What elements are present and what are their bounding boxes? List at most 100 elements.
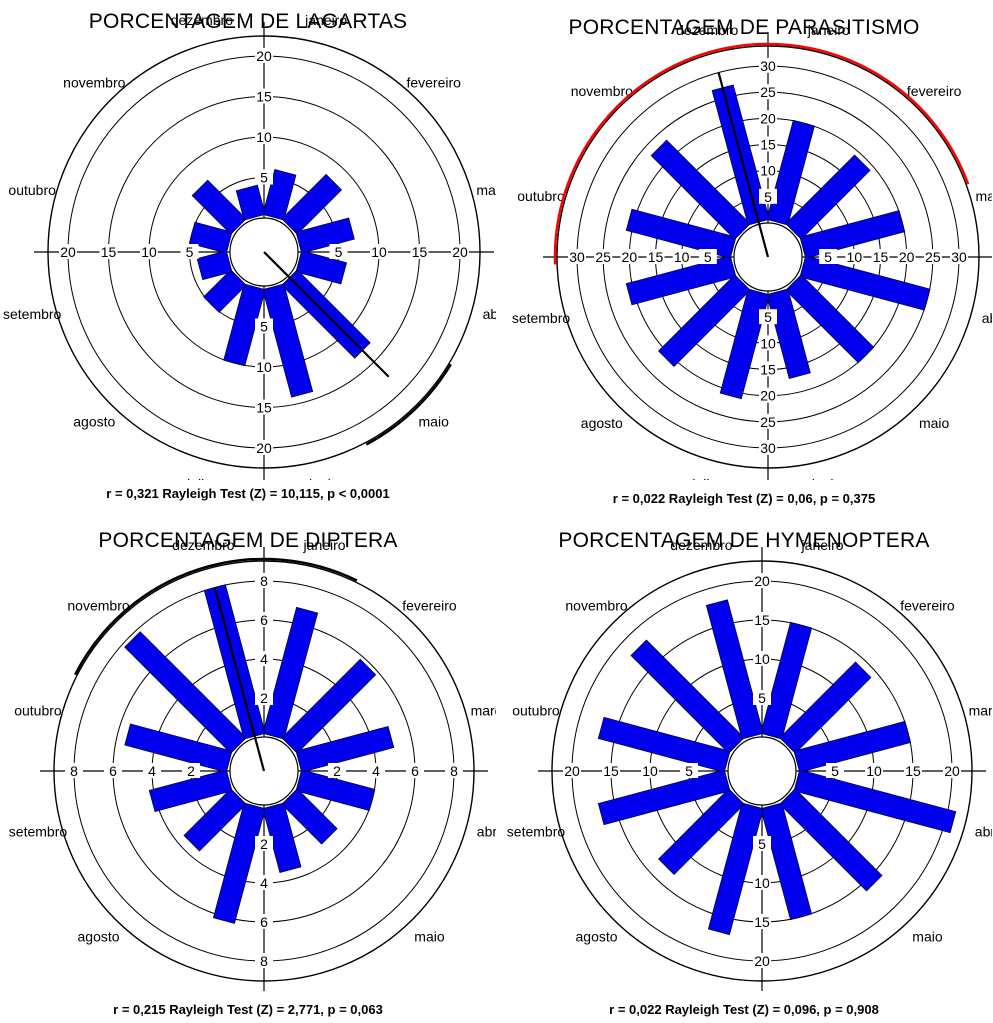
bar-setembro bbox=[148, 769, 233, 812]
tick-label-left: 30 bbox=[569, 249, 585, 265]
tick-label-down: 4 bbox=[260, 875, 268, 891]
center-hole bbox=[727, 736, 797, 806]
tick-label-up: 6 bbox=[260, 612, 268, 628]
bar-group bbox=[766, 288, 811, 379]
tick-label-bg bbox=[672, 249, 691, 264]
bar-group bbox=[650, 139, 751, 240]
tick-label-bg bbox=[255, 129, 273, 144]
month-label-abril: abril bbox=[975, 824, 992, 840]
tick-label-up: 20 bbox=[760, 110, 776, 126]
tick-label-bg bbox=[255, 875, 273, 890]
tick-label-bg bbox=[698, 249, 717, 264]
bar-novembro bbox=[650, 139, 751, 240]
tick-label-bg bbox=[328, 763, 346, 778]
bar-group bbox=[630, 639, 745, 754]
bar-group bbox=[625, 255, 737, 306]
month-label-abril: abril bbox=[982, 310, 992, 326]
bar-group bbox=[597, 769, 731, 826]
tick-label-right: 10 bbox=[866, 763, 882, 779]
bar-agosto bbox=[658, 274, 751, 367]
bar-outubro bbox=[625, 208, 737, 259]
tick-label-down: 5 bbox=[764, 309, 772, 325]
bar-group bbox=[281, 658, 377, 754]
tick-label-bg bbox=[563, 763, 581, 778]
tick-label-bg bbox=[255, 914, 273, 929]
tick-label-up: 20 bbox=[754, 573, 770, 589]
month-label-maio: maio bbox=[919, 415, 950, 431]
tick-label-up: 15 bbox=[754, 612, 770, 628]
panel-parasitismo: PORCENTAGEM DE PARASITISMO 5 5 5 5 10 10 10 10 1… bbox=[496, 0, 992, 511]
mean-vector bbox=[717, 72, 770, 258]
month-label-setembro: setembro bbox=[507, 824, 566, 840]
month-label-julho: julho bbox=[188, 989, 219, 991]
tick-label-right: 15 bbox=[873, 249, 889, 265]
tick-label-bg bbox=[255, 399, 273, 415]
bar-setembro bbox=[196, 250, 233, 281]
tick-label-left: 8 bbox=[70, 763, 78, 779]
month-label-novembro: novembro bbox=[565, 598, 627, 614]
tick-label-bg bbox=[104, 763, 122, 778]
month-label-outubro: outubro bbox=[517, 188, 565, 204]
tick-label-bg bbox=[759, 361, 777, 377]
bar-group bbox=[760, 621, 813, 740]
tick-label-up: 2 bbox=[260, 690, 268, 706]
tick-label-down: 30 bbox=[760, 440, 776, 456]
bar-group bbox=[262, 169, 297, 221]
bar-group bbox=[295, 217, 355, 254]
tick-label-right: 2 bbox=[333, 763, 341, 779]
tick-label-bg bbox=[180, 244, 199, 259]
panel-hymenoptera: PORCENTAGEM DE HYMENOPTERA 5 5 5 5 10 10 10 10 1… bbox=[496, 511, 992, 1022]
tick-label-down: 2 bbox=[260, 836, 268, 852]
panel-diptera: PORCENTAGEM DE DIPTERA 2 2 2 2 4 4 4 4 6 6 6 6 8 8 8 8 j… bbox=[0, 511, 496, 1022]
bar-outubro bbox=[124, 723, 233, 773]
tick-label-bg bbox=[759, 110, 777, 126]
tick-label-up: 25 bbox=[760, 84, 776, 100]
tick-label-left: 20 bbox=[622, 249, 638, 265]
month-label-setembro: setembro bbox=[9, 824, 68, 840]
bar-julho bbox=[707, 802, 764, 936]
rayleigh-stat: r = 0,215 Rayleigh Test (Z) = 2,771, p =… bbox=[113, 1002, 383, 1017]
bar-junho bbox=[262, 283, 314, 398]
tick-label-bg bbox=[255, 612, 273, 627]
tick-label-left: 4 bbox=[148, 763, 156, 779]
tick-label-bg bbox=[255, 440, 273, 455]
rayleigh-stat: r = 0,022 Rayleigh Test (Z) = 0,096, p =… bbox=[609, 1002, 879, 1017]
confidence-arc bbox=[553, 42, 970, 265]
tick-label-up: 20 bbox=[256, 48, 272, 64]
tick-label-bg bbox=[759, 162, 777, 178]
month-label-janeiro: janeiro bbox=[303, 537, 346, 553]
bar-group bbox=[597, 716, 731, 773]
bar-group bbox=[295, 250, 347, 285]
tick-label-bg bbox=[826, 763, 844, 778]
rayleigh-stat: r = 0,321 Rayleigh Test (Z) = 10,115, p … bbox=[106, 486, 390, 501]
month-label-janeiro: janeiro bbox=[801, 537, 844, 553]
tick-label-bg bbox=[753, 651, 771, 666]
tick-label-right: 10 bbox=[847, 249, 863, 265]
tick-label-bg bbox=[255, 88, 273, 104]
bar-maio bbox=[281, 788, 338, 845]
tick-label-up: 15 bbox=[760, 137, 776, 153]
bar-agosto bbox=[658, 788, 745, 875]
bar-group bbox=[719, 288, 770, 400]
bar-dezembro bbox=[235, 184, 266, 221]
bar-abril bbox=[799, 255, 931, 311]
bar-abril bbox=[295, 250, 347, 285]
tick-label-left: 15 bbox=[603, 763, 619, 779]
tick-label-right: 25 bbox=[925, 249, 941, 265]
bar-março bbox=[295, 725, 395, 773]
tick-label-bg bbox=[65, 763, 83, 778]
month-label-dezembro: dezembro bbox=[172, 537, 234, 553]
tick-label-bg bbox=[753, 914, 771, 929]
tick-label-bg bbox=[410, 244, 429, 259]
bar-group bbox=[262, 606, 319, 740]
tick-label-right: 5 bbox=[831, 763, 839, 779]
tick-label-right: 30 bbox=[951, 249, 967, 265]
month-label-dezembro: dezembro bbox=[171, 12, 233, 28]
tick-label-left: 20 bbox=[60, 244, 76, 260]
month-label-agosto: agosto bbox=[78, 928, 120, 944]
bar-group bbox=[658, 274, 751, 367]
bar-group bbox=[793, 769, 957, 834]
bar-group bbox=[235, 184, 266, 221]
bar-group bbox=[760, 802, 813, 921]
tick-label-bg bbox=[255, 690, 273, 705]
